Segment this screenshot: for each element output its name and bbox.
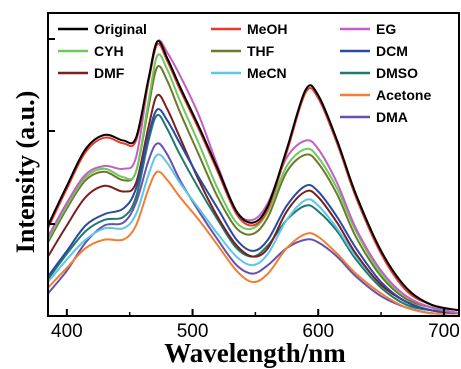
legend-label: DMA xyxy=(376,109,408,125)
legend-item-dmso: DMSO xyxy=(340,65,418,81)
legend-label: MeOH xyxy=(247,21,287,37)
legend-label: DCM xyxy=(376,43,408,59)
x-tick-label-700: 700 xyxy=(428,321,460,342)
legend: Original MeOH EG CYH THF DCM DMF MeCN DMSO Aceton… xyxy=(58,21,431,125)
x-axis-title: Wavelength/nm xyxy=(164,338,346,368)
y-axis-title: Intensity (a.u.) xyxy=(11,91,40,254)
legend-item-meoh: MeOH xyxy=(211,21,287,37)
legend-label: EG xyxy=(376,21,396,37)
legend-label: Acetone xyxy=(376,87,431,103)
series-line-original xyxy=(48,39,459,312)
legend-item-dcm: DCM xyxy=(340,43,408,59)
legend-label: Original xyxy=(94,21,147,37)
legend-label: DMSO xyxy=(376,65,418,81)
series-line-dcm xyxy=(48,107,459,315)
series-line-cyh xyxy=(48,53,459,315)
legend-item-dmf: DMF xyxy=(58,65,125,81)
x-tick-label-400: 400 xyxy=(51,321,83,342)
legend-item-thf: THF xyxy=(211,43,275,59)
legend-item-dma: DMA xyxy=(340,109,408,125)
series-line-eg xyxy=(48,39,459,315)
plot-frame xyxy=(47,12,460,317)
series-line-dmso xyxy=(48,113,459,315)
legend-item-acetone: Acetone xyxy=(340,87,431,103)
axes-layer: 400 500 600 700 xyxy=(47,12,460,342)
series-line-dma xyxy=(48,142,459,315)
legend-label: THF xyxy=(247,43,275,59)
legend-label: CYH xyxy=(94,43,124,59)
series-layer xyxy=(48,39,459,315)
legend-item-original: Original xyxy=(58,21,147,37)
series-line-meoh xyxy=(48,42,459,312)
x-tick-label-500: 500 xyxy=(177,321,209,342)
series-line-acetone xyxy=(48,170,459,315)
x-tick-label-600: 600 xyxy=(302,321,334,342)
series-line-mecn xyxy=(48,153,459,315)
series-line-thf xyxy=(48,65,459,315)
series-line-dmf xyxy=(48,93,459,315)
legend-label: MeCN xyxy=(247,65,287,81)
legend-item-cyh: CYH xyxy=(58,43,124,59)
legend-label: DMF xyxy=(94,65,125,81)
legend-item-mecn: MeCN xyxy=(211,65,287,81)
legend-item-eg: EG xyxy=(340,21,396,37)
